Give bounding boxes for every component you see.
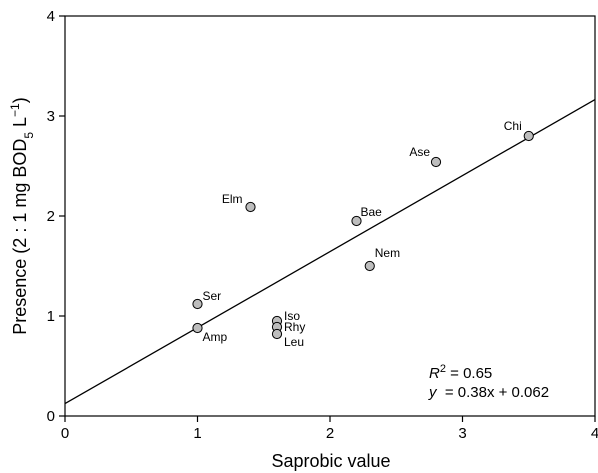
- y-axis-label-main: Presence (2 : 1 mg BOD: [10, 139, 30, 335]
- data-point: [192, 322, 203, 334]
- data-point: [192, 298, 203, 310]
- r-squared-annotation: R2 = 0.65: [429, 363, 492, 382]
- point-label: Leu: [284, 335, 304, 349]
- x-tick-label: 4: [591, 425, 598, 442]
- data-point: [245, 201, 256, 213]
- r-squared-symbol: R: [429, 365, 440, 382]
- point-label: Ser: [203, 289, 222, 303]
- point-label: Chi: [504, 119, 522, 133]
- point-label: Amp: [203, 330, 228, 344]
- x-tick-label: 3: [458, 425, 466, 442]
- y-axis-label-sub: 5: [22, 132, 36, 139]
- equation-value: = 0.38x + 0.062: [437, 384, 550, 401]
- y-tick-label: 1: [47, 308, 55, 325]
- point-label: Nem: [375, 246, 400, 260]
- plot-border: [64, 15, 596, 417]
- x-axis-label: Saprobic value: [271, 451, 390, 471]
- regression-layer: [64, 99, 596, 405]
- point-label: Ase: [409, 145, 430, 159]
- regression-equation: y = 0.38x + 0.062: [428, 384, 549, 401]
- plot-area: [64, 15, 596, 417]
- data-point: [430, 156, 442, 168]
- y-axis-label-unit: L: [10, 117, 30, 132]
- x-tick-label: 0: [61, 425, 69, 442]
- y-tick-label: 2: [47, 208, 55, 225]
- x-tick-label: 2: [326, 425, 334, 442]
- r-squared-exponent: 2: [440, 363, 446, 375]
- ticks-layer: 0 1 2 3 4 0 1 2 3 4: [47, 8, 598, 442]
- equation-symbol: y: [428, 384, 438, 401]
- y-tick-label: 4: [47, 8, 55, 25]
- regression-line: [64, 99, 596, 405]
- x-tick-label: 1: [193, 425, 201, 442]
- y-axis-label-sup: −1: [8, 103, 22, 117]
- y-axis-label: Presence (2 : 1 mg BOD5 L−1): [8, 97, 36, 334]
- r-squared-value: = 0.65: [446, 365, 492, 382]
- y-tick-label: 0: [47, 408, 55, 425]
- y-axis-label-close: ): [10, 97, 30, 103]
- point-label: Bae: [361, 205, 383, 219]
- point-label: Elm: [222, 192, 243, 206]
- data-point: [351, 215, 362, 227]
- data-point: [271, 328, 283, 340]
- data-point: [364, 260, 375, 272]
- point-label: Iso: [284, 309, 300, 323]
- data-point: [523, 130, 534, 142]
- y-tick-label: 3: [47, 108, 55, 125]
- point-label: Rhy: [284, 320, 305, 334]
